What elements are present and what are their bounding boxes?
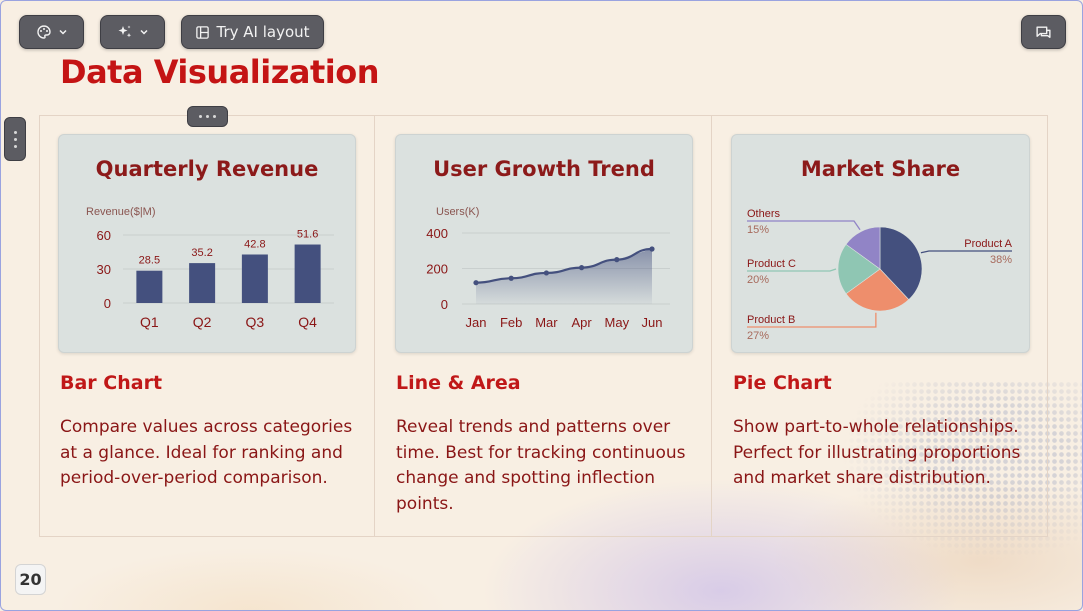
side-panel-handle[interactable] bbox=[4, 117, 26, 161]
bar bbox=[136, 270, 163, 303]
column-divider bbox=[374, 115, 375, 537]
section-description-line[interactable]: Reveal trends and patterns over time. Be… bbox=[396, 417, 686, 514]
chevron-down-icon bbox=[58, 27, 68, 37]
chevron-down-icon bbox=[139, 27, 149, 37]
pie-label: Product C bbox=[747, 258, 796, 270]
y-tick-label: 0 bbox=[441, 297, 448, 312]
chart-title: Quarterly Revenue bbox=[95, 157, 319, 181]
y-tick-label: 30 bbox=[97, 262, 111, 277]
comments-button[interactable] bbox=[1021, 15, 1066, 49]
chart-title: User Growth Trend bbox=[433, 157, 655, 181]
pie-percent: 27% bbox=[747, 330, 769, 342]
x-tick-label: Jun bbox=[642, 315, 663, 330]
pie-percent: 15% bbox=[747, 224, 769, 236]
bar-value-label: 51.6 bbox=[297, 229, 318, 241]
try-ai-layout-label: Try AI layout bbox=[216, 23, 310, 41]
try-ai-layout-button[interactable]: Try AI layout bbox=[181, 15, 324, 49]
x-tick-label: Jan bbox=[466, 315, 487, 330]
chart-title: Market Share bbox=[800, 157, 961, 181]
theme-menu-button[interactable] bbox=[19, 15, 84, 49]
x-tick-label: Q3 bbox=[246, 314, 265, 330]
pie-percent: 20% bbox=[747, 274, 769, 286]
bar-value-label: 42.8 bbox=[244, 238, 265, 250]
x-tick-label: Q2 bbox=[193, 314, 212, 330]
sparkles-icon bbox=[117, 24, 133, 40]
x-tick-label: Mar bbox=[535, 315, 558, 330]
pie-chart: Product A 38% Product B 27% Product C 20% Othe… bbox=[747, 208, 1013, 342]
bar-chart-card[interactable]: Quarterly Revenue Revenue($|M) 0 30 60 28.5… bbox=[58, 134, 356, 353]
series-line bbox=[475, 247, 653, 284]
bar-chart: Revenue($|M) 0 30 60 28.5 Q1 35.2 Q2 42.8 Q3 51.6… bbox=[86, 206, 334, 330]
data-point bbox=[473, 280, 479, 286]
section-heading-line[interactable]: Line & Area bbox=[396, 372, 521, 394]
data-point bbox=[649, 246, 655, 252]
column-divider bbox=[711, 115, 712, 537]
pie-slice bbox=[837, 243, 881, 295]
leader-line bbox=[920, 250, 1012, 254]
layout-icon bbox=[195, 25, 210, 40]
pie-chart-card[interactable]: Market Share Product A 38% Product B 27% Pro… bbox=[731, 134, 1030, 353]
pie-percent: 38% bbox=[990, 254, 1012, 266]
line-area-chart: Users(K) 0 200 400 Jan Feb Mar Apr May Jun bbox=[426, 206, 670, 330]
magic-menu-button[interactable] bbox=[100, 15, 165, 49]
leader-line bbox=[747, 312, 877, 328]
palette-icon bbox=[36, 24, 52, 40]
x-tick-label: Feb bbox=[500, 315, 522, 330]
leader-line bbox=[747, 220, 861, 231]
section-description-bar[interactable]: Compare values across categories at a gl… bbox=[60, 417, 353, 488]
section-description-pie[interactable]: Show part-to-whole relationships. Perfec… bbox=[733, 417, 1021, 488]
section-heading-pie[interactable]: Pie Chart bbox=[733, 372, 832, 394]
bar bbox=[241, 254, 268, 303]
leader-line bbox=[747, 268, 837, 272]
x-tick-label: Q4 bbox=[298, 314, 317, 330]
y-tick-label: 200 bbox=[426, 262, 448, 277]
content-grid bbox=[39, 115, 1048, 537]
data-point bbox=[508, 275, 514, 281]
area-fill bbox=[476, 248, 652, 304]
line-chart-card[interactable]: User Growth Trend Users(K) 0 200 400 Jan Feb… bbox=[395, 134, 693, 353]
data-point bbox=[579, 265, 585, 271]
pie-label: Others bbox=[747, 208, 781, 220]
bar-value-label: 28.5 bbox=[139, 255, 160, 267]
slide-title[interactable]: Data Visualization bbox=[60, 53, 379, 91]
pie-slice bbox=[845, 226, 881, 270]
axis-label-y: Users(K) bbox=[436, 206, 479, 218]
data-point bbox=[614, 257, 620, 263]
bar bbox=[189, 263, 216, 303]
decorative-dot-pattern bbox=[841, 381, 1082, 561]
bar bbox=[294, 244, 321, 303]
x-tick-label: Q1 bbox=[140, 314, 159, 330]
pie-label: Product A bbox=[964, 238, 1012, 250]
x-tick-label: May bbox=[605, 315, 630, 330]
x-tick-label: Apr bbox=[571, 315, 592, 330]
y-tick-label: 0 bbox=[104, 296, 111, 311]
pie-slice bbox=[879, 226, 923, 301]
drag-handle[interactable] bbox=[187, 106, 228, 127]
axis-label-y: Revenue($|M) bbox=[86, 206, 156, 218]
y-tick-label: 60 bbox=[97, 228, 111, 243]
pie-label: Product B bbox=[747, 314, 795, 326]
page-number: 20 bbox=[15, 564, 46, 595]
section-heading-bar[interactable]: Bar Chart bbox=[60, 372, 163, 394]
comments-icon bbox=[1035, 24, 1052, 41]
data-point bbox=[543, 270, 549, 276]
bar-value-label: 35.2 bbox=[191, 247, 212, 259]
pie-slice bbox=[845, 268, 910, 312]
y-tick-label: 400 bbox=[426, 226, 448, 241]
